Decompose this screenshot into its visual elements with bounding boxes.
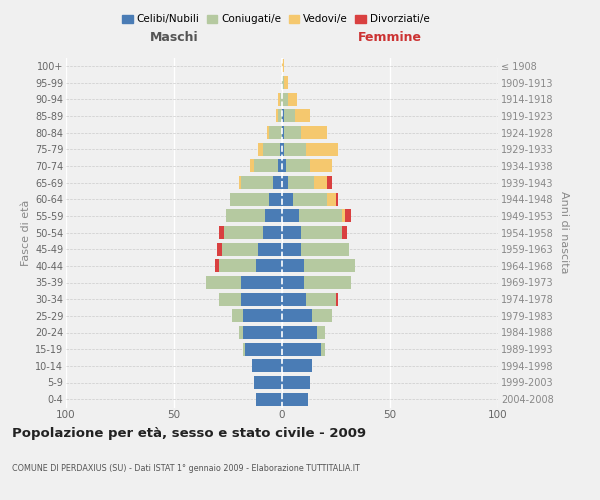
Bar bbox=[282, 110, 284, 122]
Bar bbox=[252, 360, 282, 372]
Bar bbox=[220, 226, 224, 239]
Bar bbox=[267, 126, 269, 139]
Bar bbox=[220, 260, 256, 272]
Bar bbox=[282, 60, 284, 72]
Bar bbox=[282, 226, 301, 239]
Bar bbox=[241, 292, 282, 306]
Bar bbox=[343, 210, 344, 222]
Bar bbox=[282, 276, 304, 289]
Bar bbox=[314, 176, 328, 189]
Text: Popolazione per età, sesso e stato civile - 2009: Popolazione per età, sesso e stato civil… bbox=[12, 428, 366, 440]
Bar bbox=[282, 292, 306, 306]
Bar bbox=[299, 210, 343, 222]
Bar bbox=[306, 142, 338, 156]
Bar bbox=[241, 276, 282, 289]
Bar bbox=[232, 310, 243, 322]
Bar bbox=[282, 176, 289, 189]
Bar bbox=[306, 292, 336, 306]
Bar bbox=[256, 260, 282, 272]
Bar bbox=[336, 292, 338, 306]
Bar bbox=[224, 226, 263, 239]
Bar bbox=[343, 226, 347, 239]
Bar bbox=[321, 342, 325, 355]
Bar bbox=[282, 310, 312, 322]
Bar bbox=[336, 192, 338, 205]
Bar bbox=[289, 176, 314, 189]
Bar bbox=[256, 392, 282, 406]
Bar bbox=[282, 326, 317, 339]
Y-axis label: Fasce di età: Fasce di età bbox=[20, 200, 31, 266]
Bar bbox=[328, 192, 336, 205]
Bar bbox=[220, 292, 241, 306]
Bar bbox=[284, 76, 289, 89]
Text: Femmine: Femmine bbox=[358, 31, 422, 44]
Bar bbox=[243, 310, 282, 322]
Bar bbox=[275, 110, 278, 122]
Bar bbox=[310, 160, 332, 172]
Bar bbox=[282, 126, 284, 139]
Bar bbox=[301, 242, 349, 256]
Bar bbox=[284, 110, 295, 122]
Bar bbox=[312, 310, 332, 322]
Bar bbox=[206, 276, 241, 289]
Bar bbox=[282, 210, 299, 222]
Bar bbox=[282, 142, 284, 156]
Bar bbox=[239, 176, 241, 189]
Bar bbox=[265, 210, 282, 222]
Bar bbox=[215, 260, 220, 272]
Bar bbox=[282, 260, 304, 272]
Bar bbox=[217, 242, 221, 256]
Bar bbox=[241, 176, 274, 189]
Bar bbox=[280, 142, 282, 156]
Bar bbox=[282, 360, 312, 372]
Bar bbox=[282, 392, 308, 406]
Bar bbox=[278, 160, 282, 172]
Bar bbox=[282, 342, 321, 355]
Bar bbox=[243, 326, 282, 339]
Bar bbox=[301, 226, 343, 239]
Bar bbox=[304, 276, 351, 289]
Bar bbox=[274, 176, 282, 189]
Bar bbox=[263, 142, 280, 156]
Bar bbox=[282, 160, 286, 172]
Bar bbox=[245, 342, 282, 355]
Bar bbox=[280, 92, 282, 106]
Bar bbox=[230, 192, 269, 205]
Text: Maschi: Maschi bbox=[149, 31, 199, 44]
Bar bbox=[286, 160, 310, 172]
Bar bbox=[328, 176, 332, 189]
Bar bbox=[254, 160, 278, 172]
Bar bbox=[258, 142, 263, 156]
Text: COMUNE DI PERDAXIUS (SU) - Dati ISTAT 1° gennaio 2009 - Elaborazione TUTTITALIA.: COMUNE DI PERDAXIUS (SU) - Dati ISTAT 1°… bbox=[12, 464, 360, 473]
Bar bbox=[284, 126, 301, 139]
Y-axis label: Anni di nascita: Anni di nascita bbox=[559, 191, 569, 274]
Bar bbox=[269, 192, 282, 205]
Bar bbox=[278, 110, 282, 122]
Bar bbox=[295, 110, 310, 122]
Bar bbox=[344, 210, 351, 222]
Bar bbox=[282, 76, 284, 89]
Bar bbox=[282, 192, 293, 205]
Bar bbox=[289, 92, 297, 106]
Bar bbox=[282, 242, 301, 256]
Bar bbox=[269, 126, 282, 139]
Bar bbox=[263, 226, 282, 239]
Bar bbox=[226, 210, 265, 222]
Bar bbox=[304, 260, 355, 272]
Bar bbox=[278, 92, 280, 106]
Bar bbox=[282, 376, 310, 389]
Bar bbox=[317, 326, 325, 339]
Bar bbox=[282, 92, 289, 106]
Bar bbox=[221, 242, 258, 256]
Bar bbox=[243, 342, 245, 355]
Bar bbox=[254, 376, 282, 389]
Bar bbox=[250, 160, 254, 172]
Bar bbox=[258, 242, 282, 256]
Bar bbox=[284, 142, 306, 156]
Bar bbox=[293, 192, 328, 205]
Legend: Celibi/Nubili, Coniugati/e, Vedovi/e, Divorziati/e: Celibi/Nubili, Coniugati/e, Vedovi/e, Di… bbox=[118, 10, 434, 29]
Bar bbox=[239, 326, 243, 339]
Bar bbox=[301, 126, 328, 139]
